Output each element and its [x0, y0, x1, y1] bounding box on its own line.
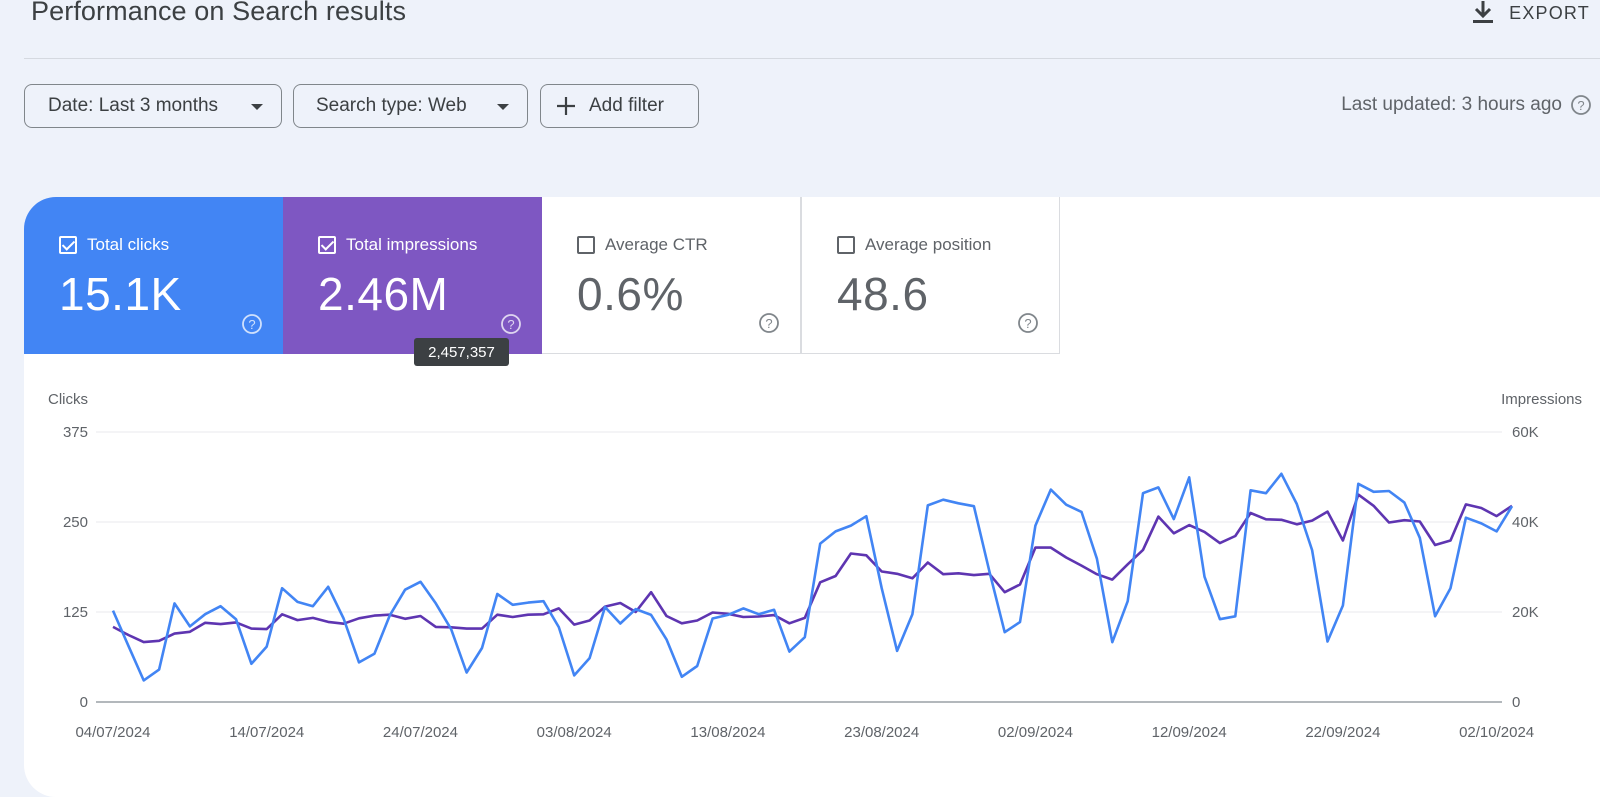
help-icon[interactable]: ? [758, 312, 780, 334]
svg-text:?: ? [1577, 98, 1584, 113]
metric-value: 48.6 [837, 268, 929, 320]
y-right-tick-label: 40K [1512, 514, 1539, 531]
header-divider [24, 58, 1600, 59]
add-filter-label: Add filter [589, 95, 664, 116]
metric-label-row: Total impressions [318, 235, 477, 255]
y-right-tick-label: 60K [1512, 424, 1539, 441]
help-icon[interactable]: ? [1017, 312, 1039, 334]
x-tick-label: 02/09/2024 [998, 724, 1073, 741]
y-axis-left-title: Clicks [48, 391, 88, 408]
dropdown-caret-icon [497, 104, 509, 110]
x-tick-label: 24/07/2024 [383, 724, 458, 741]
x-tick-label: 03/08/2024 [537, 724, 612, 741]
metric-label: Total clicks [87, 235, 170, 254]
y-left-tick-label: 250 [63, 514, 88, 531]
x-tick-label: 13/08/2024 [690, 724, 765, 741]
checkbox-unchecked-icon[interactable] [837, 236, 855, 254]
plus-icon [557, 97, 575, 115]
svg-text:?: ? [765, 316, 772, 331]
x-tick-label: 23/08/2024 [844, 724, 919, 741]
download-icon [1473, 1, 1494, 23]
impressions-tooltip: 2,457,357 [414, 338, 509, 366]
x-tick-label: 02/10/2024 [1459, 724, 1534, 741]
svg-text:?: ? [1024, 316, 1031, 331]
y-right-tick-label: 0 [1512, 694, 1520, 711]
page-title: Performance on Search results [31, 0, 407, 26]
metric-value: 0.6% [577, 268, 684, 320]
checkbox-unchecked-icon[interactable] [577, 236, 595, 254]
y-right-tick-label: 20K [1512, 604, 1539, 621]
metric-average-ctr[interactable]: Average CTR 0.6% ? [542, 197, 801, 354]
date-filter-label: Date: Last 3 months [48, 95, 219, 116]
help-icon[interactable]: ? [241, 313, 263, 335]
dropdown-caret-icon [251, 104, 263, 110]
export-button[interactable]: EXPORT [1471, 0, 1590, 26]
metric-label-row: Average position [837, 235, 991, 255]
y-axis-right-title: Impressions [1501, 391, 1582, 408]
checkbox-checked-icon[interactable] [318, 236, 336, 254]
metric-label: Total impressions [346, 235, 478, 254]
metric-label: Average CTR [605, 235, 708, 254]
x-tick-label: 04/07/2024 [75, 724, 150, 741]
add-filter-button[interactable]: Add filter [540, 84, 699, 128]
metric-total-clicks[interactable]: Total clicks 15.1K ? [24, 197, 283, 354]
help-icon[interactable]: ? [1570, 94, 1592, 116]
y-left-tick-label: 125 [63, 604, 88, 621]
last-updated: Last updated: 3 hours ago ? [1341, 94, 1592, 116]
x-tick-label: 22/09/2024 [1305, 724, 1380, 741]
metric-label-row: Average CTR [577, 235, 708, 255]
performance-chart[interactable]: Clicks Impressions 0 0 125 20K 250 40K 375 60K 0… [0, 0, 1600, 777]
metric-value: 15.1K [59, 268, 182, 320]
svg-text:?: ? [507, 317, 514, 332]
metric-total-impressions[interactable]: Total impressions 2.46M ? [283, 197, 542, 354]
x-tick-label: 12/09/2024 [1152, 724, 1227, 741]
last-updated-text: Last updated: 3 hours ago [1341, 94, 1562, 115]
metric-label-row: Total clicks [59, 235, 169, 255]
export-label: EXPORT [1509, 2, 1590, 23]
x-tick-label: 14/07/2024 [229, 724, 304, 741]
metric-value: 2.46M [318, 268, 449, 320]
help-icon[interactable]: ? [500, 313, 522, 335]
checkbox-checked-icon[interactable] [59, 236, 77, 254]
y-left-tick-label: 375 [63, 424, 88, 441]
search-type-filter-chip[interactable]: Search type: Web [293, 84, 528, 128]
clicks-series-line [111, 472, 1514, 682]
metric-label: Average position [865, 235, 992, 254]
metric-average-position[interactable]: Average position 48.6 ? [801, 197, 1060, 354]
search-type-label: Search type: Web [316, 95, 467, 116]
date-filter-chip[interactable]: Date: Last 3 months [24, 84, 282, 128]
y-left-tick-label: 0 [80, 694, 88, 711]
svg-text:?: ? [248, 317, 255, 332]
